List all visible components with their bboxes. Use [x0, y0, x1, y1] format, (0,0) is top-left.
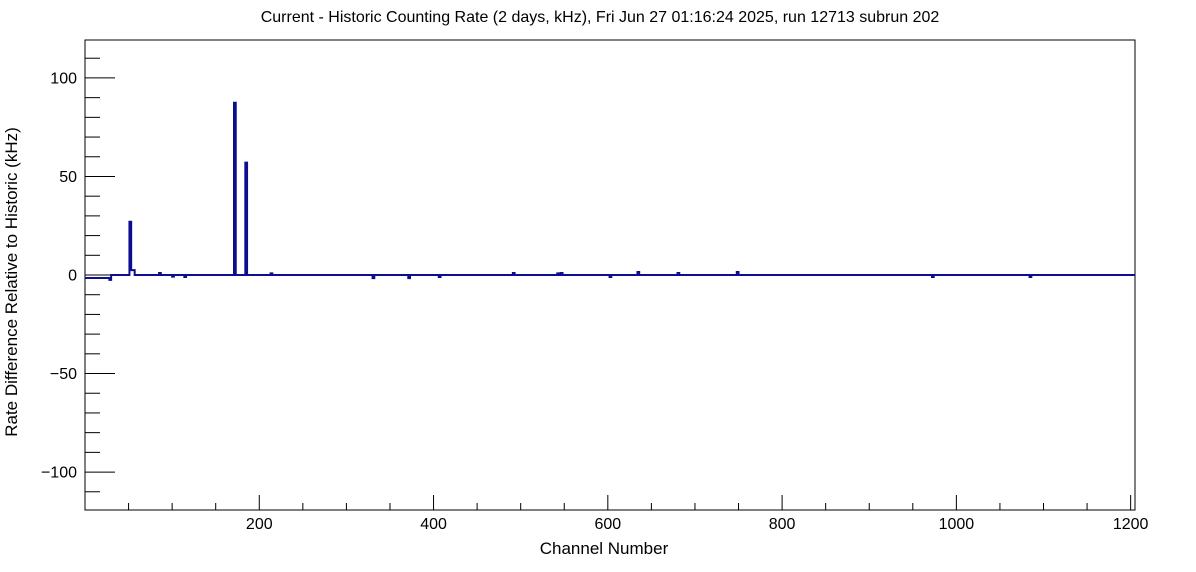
chart-title: Current - Historic Counting Rate (2 days… [261, 9, 940, 26]
tick-label: 1000 [939, 516, 975, 533]
y-axis-title: Rate Difference Relative to Historic (kH… [2, 127, 21, 437]
series-line-histogram [85, 101, 1135, 281]
tick-label: 600 [594, 516, 621, 533]
tick-label: 400 [420, 516, 447, 533]
tick-label: 800 [769, 516, 796, 533]
y-axis-tick-labels: −100 −50 0 50 100 [41, 70, 77, 481]
x-axis-tick-labels: 200 400 600 800 1000 1200 [246, 516, 1149, 533]
y-axis-ticks [85, 57, 115, 493]
tick-label: 200 [246, 516, 273, 533]
x-axis-ticks [128, 495, 1132, 510]
tick-label: 50 [59, 169, 77, 186]
tick-label: 1200 [1113, 516, 1149, 533]
x-axis-title: Channel Number [540, 539, 669, 558]
tick-label: −50 [50, 366, 77, 383]
tick-label: 100 [50, 70, 77, 87]
tick-label: 0 [68, 268, 77, 285]
tick-label: −100 [41, 465, 77, 482]
